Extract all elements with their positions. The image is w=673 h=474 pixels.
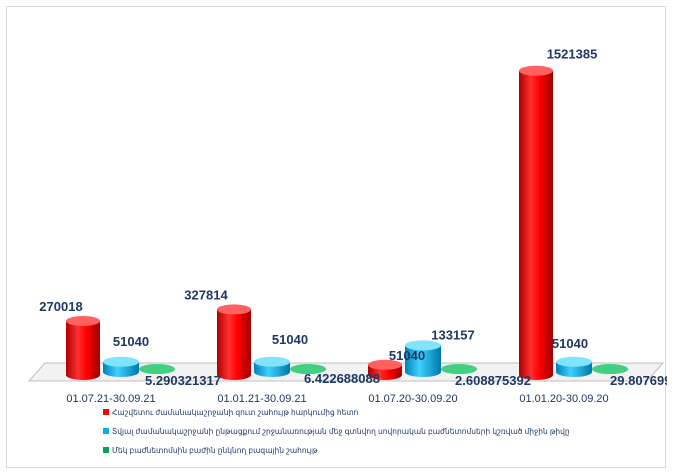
value-label-net-profit-3: 1521385: [547, 47, 598, 62]
bar-top-net-profit-2: [368, 359, 402, 370]
chart-frame: 270018 327814 51040 1521385 51040 51040 133157…: [6, 6, 673, 468]
value-label-avg-shares-2: 133157: [431, 327, 474, 342]
bar-top-eps-2: [441, 364, 477, 374]
bar-top-eps-1: [290, 364, 326, 374]
category-label-3: 01.01.20-30.09.20: [519, 393, 608, 405]
value-label-net-profit-1: 327814: [184, 287, 228, 302]
bar-top-avg-shares-0: [103, 356, 139, 367]
value-labels-layer: 270018 327814 51040 1521385 51040 51040 133157…: [39, 47, 673, 388]
bar-top-avg-shares-3: [556, 356, 592, 367]
bar-top-net-profit-1: [217, 304, 251, 315]
category-labels-layer: 01.07.21-30.09.21 01.01.21-30.09.21 01.07.…: [66, 393, 608, 405]
bars-layer: [66, 65, 628, 381]
legend-label-net-profit: Հաշվետու ժամանակաշրջանի զուտ շահույթ հար…: [112, 408, 359, 417]
category-label-2: 01.07.20-30.09.20: [368, 393, 457, 405]
bar-net-profit-0: [66, 320, 100, 380]
value-label-net-profit-2: 51040: [389, 348, 425, 363]
legend-swatch-net-profit: [103, 409, 109, 415]
bar-avg-shares-2: [405, 345, 441, 377]
value-label-eps-2: 2.608875392: [455, 373, 531, 388]
bar-top-avg-shares-1: [254, 356, 290, 367]
bar-net-profit-3: [519, 70, 553, 381]
bar-net-profit-1: [217, 309, 251, 380]
value-label-eps-1: 6.422688088: [304, 371, 380, 386]
legend-swatch-eps: [103, 447, 109, 453]
value-label-eps-0: 5.290321317: [145, 373, 221, 388]
category-label-1: 01.01.21-30.09.21: [217, 393, 306, 405]
bar-top-net-profit-3: [519, 65, 553, 76]
category-label-0: 01.07.21-30.09.21: [66, 393, 155, 405]
chart-svg: 270018 327814 51040 1521385 51040 51040 133157…: [27, 47, 673, 455]
value-label-avg-shares-3: 51040: [552, 336, 588, 351]
bar-top-eps-3: [592, 364, 628, 374]
bar-top-eps-0: [139, 364, 175, 374]
bar-top-net-profit-0: [66, 315, 100, 326]
legend-label-eps: Մեկ բաժնետոմսին բաժին ընկնող բազային շահ…: [112, 446, 318, 455]
value-label-eps-3: 29.80769984: [610, 373, 667, 388]
bar-top-avg-shares-2: [405, 340, 441, 351]
legend: Հաշվետու ժամանակաշրջանի զուտ շահույթ հար…: [103, 408, 570, 455]
legend-swatch-avg-shares: [103, 428, 109, 434]
legend-label-avg-shares: Տվյալ ժամանակաշրջանի ընթացքում շրջանառու…: [112, 427, 570, 436]
value-label-avg-shares-1: 51040: [272, 332, 308, 347]
value-label-avg-shares-0: 51040: [113, 334, 149, 349]
value-label-net-profit-0: 270018: [39, 299, 82, 314]
